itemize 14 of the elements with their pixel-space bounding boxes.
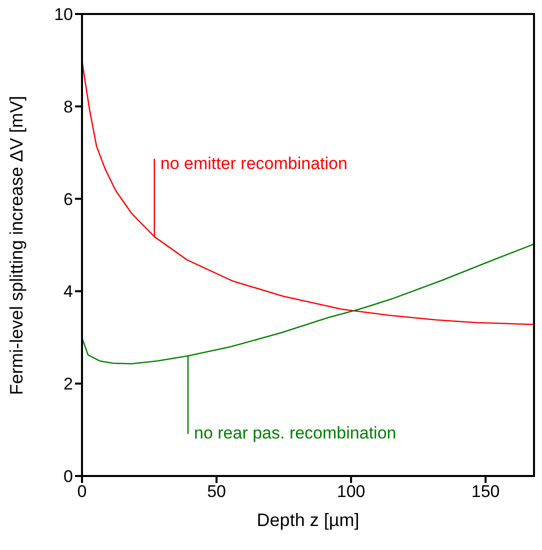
y-tick-label: 4 [64, 282, 73, 302]
x-tick-label: 150 [471, 482, 500, 502]
y-tick-label: 0 [64, 467, 73, 486]
y-tick-label: 6 [64, 190, 73, 209]
x-tick-label: 0 [77, 482, 87, 502]
y-tick-label: 10 [54, 5, 73, 24]
y-tick-label: 2 [64, 374, 73, 394]
x-axis-title: Depth z [µm] [256, 510, 360, 530]
x-tick-label: 50 [207, 482, 226, 502]
y-axis-title: Fermi-level splitting increase ΔV [mV] [6, 96, 26, 395]
annotation: no emitter recombination [160, 154, 348, 174]
x-tick-label: 100 [336, 482, 366, 502]
annotation: no rear pas. recombination [194, 423, 396, 442]
y-tick-label: 8 [64, 97, 73, 116]
